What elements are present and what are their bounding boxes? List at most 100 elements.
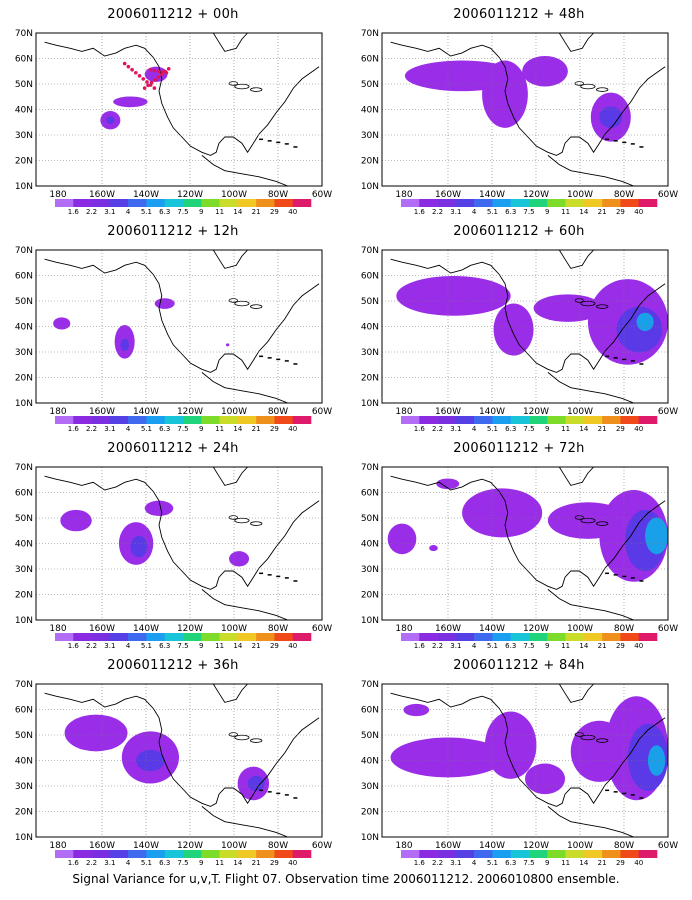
island: [259, 789, 264, 792]
map-area: [36, 467, 322, 620]
colorbar-swatch: [529, 416, 548, 424]
colorbar-label: 11: [215, 208, 224, 216]
colorbar-swatch: [510, 199, 530, 207]
lon-tick-label: 60W: [658, 190, 678, 200]
island: [259, 572, 264, 575]
lat-tick-label: 60N: [361, 272, 379, 282]
colorbar-label: 5.1: [487, 859, 498, 867]
variance-region: [482, 60, 528, 128]
coastline: [201, 589, 288, 620]
coastline: [547, 589, 634, 620]
map-area: [36, 33, 322, 186]
colorbar-swatch: [164, 416, 184, 424]
lon-tick-label: 160W: [435, 841, 461, 851]
variance-core: [130, 535, 148, 558]
lat-tick-label: 70N: [361, 463, 379, 473]
colorbar-label: 1.6: [414, 859, 426, 867]
lake: [596, 521, 609, 526]
colorbar-swatch: [419, 633, 438, 641]
lat-tick-label: 20N: [15, 374, 33, 384]
colorbar-swatch: [73, 633, 92, 641]
lat-tick-label: 30N: [15, 782, 33, 792]
lat-tick-label: 30N: [361, 348, 379, 358]
coastline: [201, 806, 288, 837]
colorbar-swatch: [492, 416, 512, 424]
colorbar-swatch: [109, 199, 129, 207]
colorbar-swatch: [91, 199, 111, 207]
colorbar-swatch: [547, 850, 566, 858]
colorbar-swatch: [256, 416, 275, 424]
observation-point: [134, 70, 138, 75]
colorbar-swatch: [201, 633, 220, 641]
colorbar-label: 21: [252, 208, 261, 216]
colorbar-swatch: [565, 850, 585, 858]
lon-tick-label: 60W: [658, 841, 678, 851]
colorbar-label: 29: [616, 642, 625, 650]
lon-tick-label: 120W: [177, 624, 203, 634]
colorbar-swatch: [128, 850, 147, 858]
variance-region: [53, 317, 71, 330]
colorbar-swatch: [401, 416, 420, 424]
variance-region: [60, 509, 92, 532]
colorbar-label: 21: [598, 859, 607, 867]
lat-tick-label: 60N: [15, 55, 33, 65]
map-frame: [381, 249, 669, 404]
lat-tick-label: 10N: [361, 616, 379, 626]
colorbar-swatch: [237, 633, 257, 641]
lat-tick-label: 60N: [15, 489, 33, 499]
colorbar-label: 11: [561, 642, 570, 650]
colorbar-swatch: [419, 850, 438, 858]
lake: [250, 521, 263, 526]
colorbar-label: 3.1: [450, 642, 461, 650]
colorbar-swatch: [492, 633, 512, 641]
colorbar-swatch: [274, 633, 294, 641]
lon-tick-label: 180: [395, 190, 412, 200]
colorbar-swatch: [91, 850, 111, 858]
panel-title: 2006011212 + 48h: [453, 7, 585, 22]
observation-point: [166, 67, 171, 71]
colorbar-label: 1.6: [414, 642, 426, 650]
island: [259, 138, 264, 141]
colorbar-label: 7.5: [177, 208, 188, 216]
island: [284, 794, 289, 796]
lon-tick-label: 140W: [479, 407, 505, 417]
island: [622, 792, 627, 795]
colorbar-swatch: [146, 199, 166, 207]
colorbar-label: 9: [199, 425, 203, 433]
lat-tick-label: 40N: [15, 540, 33, 550]
island: [639, 580, 644, 582]
colorbar-label: 14: [233, 425, 242, 433]
colorbar-label: 3.1: [104, 208, 115, 216]
colorbar-label: 14: [579, 642, 588, 650]
colorbar-label: 2.2: [432, 859, 443, 867]
map-frame: [381, 466, 669, 621]
colorbar-label: 29: [270, 425, 279, 433]
map-panel-7: 2006011212 + 84h 10N 20N 30N 40N 50N 60N 70N 180…: [346, 651, 692, 868]
island: [639, 363, 644, 365]
lon-tick-label: 160W: [435, 407, 461, 417]
colorbar-label: 3.1: [104, 642, 115, 650]
colorbar-label: 5.1: [141, 208, 152, 216]
lat-tick-label: 10N: [361, 182, 379, 192]
variance-region: [525, 763, 566, 795]
colorbar-label: 6.3: [505, 208, 516, 216]
lat-tick-label: 20N: [361, 808, 379, 818]
observation-point: [122, 61, 127, 66]
colorbar-label: 11: [561, 208, 570, 216]
island: [605, 789, 610, 792]
map-panel-5: 2006011212 + 60h 10N 20N 30N 40N 50N 60N 70N 180…: [346, 217, 692, 434]
colorbar-label: 21: [598, 208, 607, 216]
colorbar-label: 2.2: [86, 425, 97, 433]
colorbar-swatch: [91, 416, 111, 424]
panel-title: 2006011212 + 00h: [107, 7, 239, 22]
colorbar-label: 6.3: [159, 208, 170, 216]
colorbar-swatch: [419, 416, 438, 424]
colorbar-swatch: [437, 199, 457, 207]
map-plot: 10N 20N 30N 40N 50N 60N 70N 180 160W 140W 120W 100W…: [361, 463, 678, 650]
lat-tick-label: 70N: [15, 246, 33, 256]
island: [613, 357, 618, 359]
variance-region: [144, 500, 174, 516]
colorbar-swatch: [437, 416, 457, 424]
variance-region: [484, 711, 537, 779]
lon-tick-label: 120W: [177, 841, 203, 851]
